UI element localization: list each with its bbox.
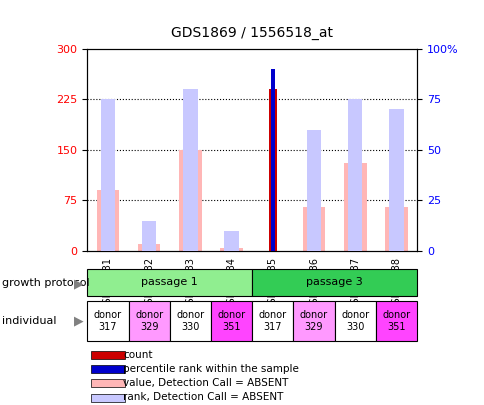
FancyBboxPatch shape	[169, 301, 211, 341]
Bar	[302, 207, 325, 251]
Text: passage 1: passage 1	[141, 277, 198, 288]
Bar	[91, 351, 124, 359]
FancyBboxPatch shape	[252, 301, 293, 341]
Text: individual: individual	[2, 316, 57, 326]
Text: count: count	[123, 350, 152, 360]
FancyBboxPatch shape	[334, 301, 375, 341]
Bar	[137, 244, 160, 251]
FancyBboxPatch shape	[128, 301, 169, 341]
Text: ▶: ▶	[74, 277, 83, 290]
Text: ▶: ▶	[74, 315, 83, 328]
Bar	[96, 190, 119, 251]
Bar	[101, 99, 115, 251]
Text: rank, Detection Call = ABSENT: rank, Detection Call = ABSENT	[123, 392, 283, 402]
FancyBboxPatch shape	[293, 301, 334, 341]
Text: GDS1869 / 1556518_at: GDS1869 / 1556518_at	[171, 26, 333, 40]
Text: donor
317: donor 317	[94, 310, 121, 332]
FancyBboxPatch shape	[211, 301, 252, 341]
Text: value, Detection Call = ABSENT: value, Detection Call = ABSENT	[123, 378, 288, 388]
Text: growth protocol: growth protocol	[2, 279, 90, 288]
Bar	[224, 231, 238, 251]
Bar	[389, 109, 403, 251]
Text: donor
329: donor 329	[135, 310, 163, 332]
Bar	[179, 150, 201, 251]
Bar	[91, 394, 124, 402]
Text: donor
317: donor 317	[258, 310, 286, 332]
Bar	[183, 89, 197, 251]
FancyBboxPatch shape	[375, 301, 416, 341]
Bar	[306, 130, 320, 251]
FancyBboxPatch shape	[252, 269, 416, 296]
Text: donor
329: donor 329	[300, 310, 327, 332]
Text: donor
330: donor 330	[176, 310, 204, 332]
Text: percentile rank within the sample: percentile rank within the sample	[123, 364, 298, 374]
Bar	[343, 163, 366, 251]
Bar	[269, 89, 276, 251]
Bar	[91, 379, 124, 388]
Bar	[220, 248, 242, 251]
Bar	[384, 207, 407, 251]
Text: donor
330: donor 330	[341, 310, 368, 332]
Bar	[142, 221, 156, 251]
Text: passage 3: passage 3	[305, 277, 363, 288]
FancyBboxPatch shape	[87, 301, 128, 341]
Bar	[270, 69, 274, 251]
Text: donor
351: donor 351	[382, 310, 409, 332]
FancyBboxPatch shape	[87, 269, 252, 296]
Bar	[91, 365, 124, 373]
Bar	[348, 99, 362, 251]
Text: donor
351: donor 351	[217, 310, 245, 332]
